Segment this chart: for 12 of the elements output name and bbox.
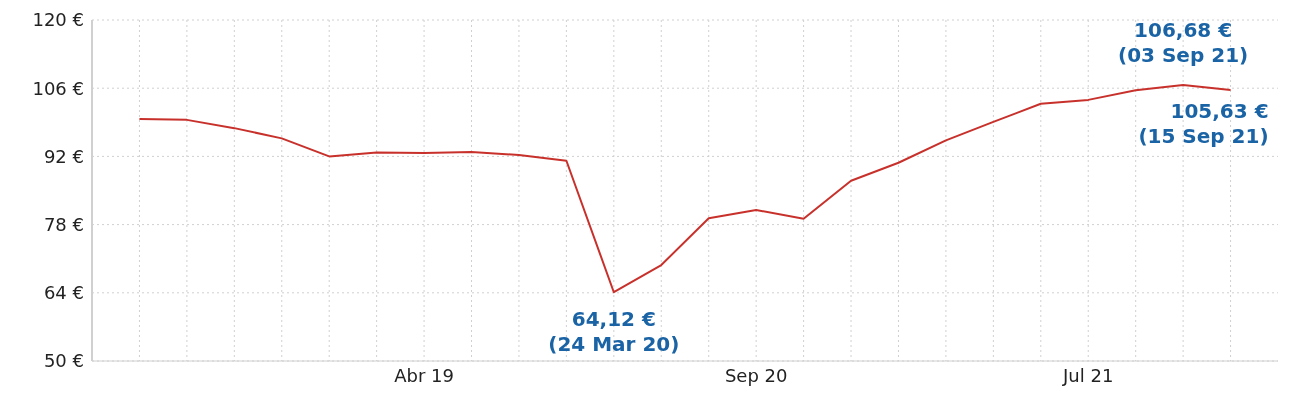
y-tick-label: 50 €: [43, 350, 84, 372]
x-tick-label: Sep 20: [724, 364, 788, 386]
y-tick-label: 106 €: [32, 77, 84, 99]
y-tick-label: 120 €: [32, 9, 84, 31]
y-tick-label: 92 €: [43, 145, 84, 167]
annotation: 106,68 € (03 Sep 21): [1118, 17, 1249, 67]
x-tick-label: Abr 19: [394, 364, 454, 386]
x-tick-label: Jul 21: [1062, 364, 1114, 386]
annotation: 105,63 € (15 Sep 21): [1138, 99, 1269, 148]
annotation: 64,12 € (24 Mar 20): [548, 307, 680, 357]
y-tick-label: 78 €: [43, 213, 84, 235]
y-tick-label: 64 €: [43, 282, 84, 304]
